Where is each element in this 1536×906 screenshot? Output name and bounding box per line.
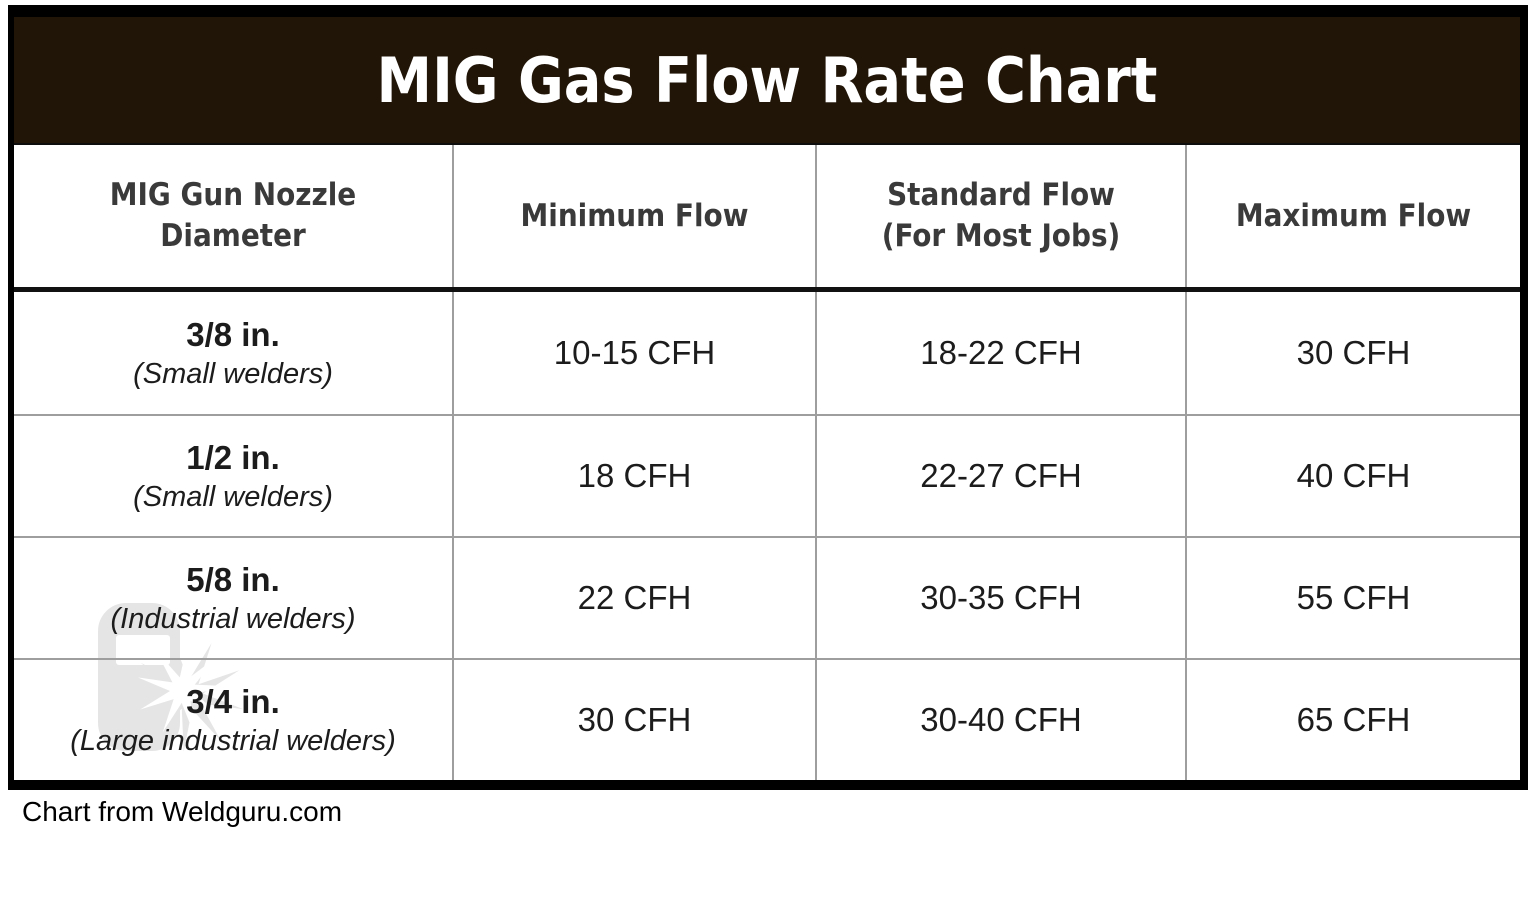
weldguru-helmet-spark-icon	[88, 593, 246, 761]
header-line: Maximum Flow	[1235, 197, 1472, 234]
nozzle-diameter-cell: 3/4 in. (Large industrial welders)	[14, 660, 452, 780]
minimum-flow-cell: 30 CFH	[452, 660, 815, 780]
maximum-flow-cell: 40 CFH	[1185, 416, 1520, 536]
nozzle-diameter-cell: 3/8 in. (Small welders)	[14, 292, 452, 414]
table-row: 5/8 in. (Industrial welders) 22 CFH 30-3…	[14, 536, 1520, 658]
table-content: MIG Gas Flow Rate Chart MIG Gun Nozzle D…	[14, 17, 1520, 780]
column-header-standard-flow: Standard Flow (For Most Jobs)	[815, 145, 1185, 287]
standard-flow-cell: 30-40 CFH	[815, 660, 1185, 780]
minimum-flow-cell: 22 CFH	[452, 538, 815, 658]
header-line: Minimum Flow	[520, 197, 749, 234]
table-title-bar: MIG Gas Flow Rate Chart	[14, 17, 1520, 145]
standard-flow-cell: 18-22 CFH	[815, 292, 1185, 414]
maximum-flow-cell: 65 CFH	[1185, 660, 1520, 780]
welder-type: (Industrial welders)	[110, 602, 356, 635]
maximum-flow-cell: 30 CFH	[1185, 292, 1520, 414]
table-title: MIG Gas Flow Rate Chart	[376, 43, 1158, 117]
header-line: Standard Flow	[887, 177, 1115, 214]
attribution-text: Chart from Weldguru.com	[22, 796, 343, 827]
nozzle-diameter-cell: 5/8 in. (Industrial welders)	[14, 538, 452, 658]
welder-type: (Small welders)	[133, 480, 333, 513]
header-line: MIG Gun Nozzle	[109, 177, 357, 214]
nozzle-size: 5/8 in.	[186, 561, 280, 599]
header-line: Diameter	[160, 218, 306, 254]
table-row: 3/4 in. (Large industrial welders) 30 CF…	[14, 658, 1520, 780]
column-header-row: MIG Gun Nozzle Diameter Minimum Flow Sta…	[14, 145, 1520, 292]
minimum-flow-cell: 18 CFH	[452, 416, 815, 536]
table-row: 3/8 in. (Small welders) 10-15 CFH 18-22 …	[14, 292, 1520, 414]
header-line: (For Most Jobs)	[881, 218, 1121, 254]
table-row: 1/2 in. (Small welders) 18 CFH 22-27 CFH…	[14, 414, 1520, 536]
welder-type: (Small welders)	[133, 357, 333, 390]
nozzle-size: 3/8 in.	[186, 316, 280, 354]
standard-flow-cell: 22-27 CFH	[815, 416, 1185, 536]
welder-type: (Large industrial welders)	[70, 724, 396, 757]
maximum-flow-cell: 55 CFH	[1185, 538, 1520, 658]
column-header-nozzle-diameter: MIG Gun Nozzle Diameter	[14, 145, 452, 287]
column-header-maximum-flow: Maximum Flow	[1185, 145, 1520, 287]
nozzle-size: 1/2 in.	[186, 439, 280, 477]
column-header-minimum-flow: Minimum Flow	[452, 145, 815, 287]
nozzle-size: 3/4 in.	[186, 683, 280, 721]
nozzle-diameter-cell: 1/2 in. (Small welders)	[14, 416, 452, 536]
minimum-flow-cell: 10-15 CFH	[452, 292, 815, 414]
flow-rate-table: MIG Gas Flow Rate Chart MIG Gun Nozzle D…	[8, 5, 1528, 790]
standard-flow-cell: 30-35 CFH	[815, 538, 1185, 658]
